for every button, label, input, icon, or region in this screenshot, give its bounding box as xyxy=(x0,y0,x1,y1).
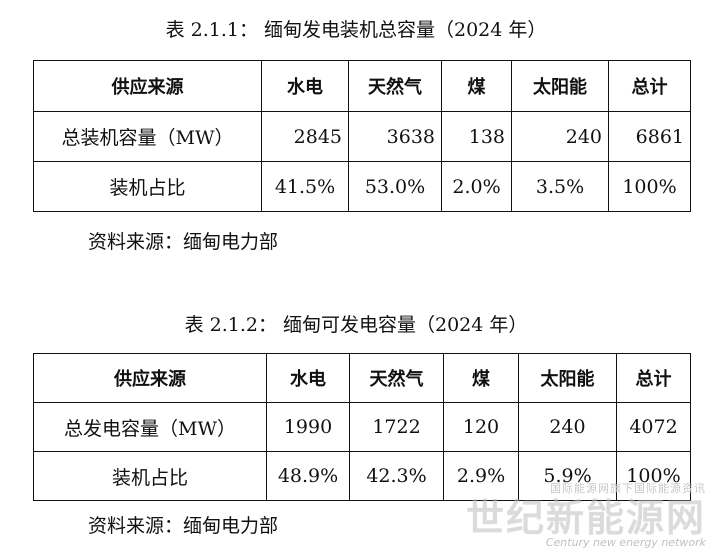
header-cell: 总计 xyxy=(608,60,691,112)
table-header-row: 供应来源 水电 天然气 煤 太阳能 总计 xyxy=(33,60,691,112)
table-cell: 2.9% xyxy=(443,451,519,501)
watermark-subtitle: Century new energy network xyxy=(545,536,706,549)
table-cell: 120 xyxy=(443,402,519,452)
table-header-row: 供应来源 水电 天然气 煤 太阳能 总计 xyxy=(33,353,691,403)
table-cell: 1990 xyxy=(266,402,350,452)
table-cell: 2845 xyxy=(261,111,349,162)
table2-caption: 表 2.1.2： 缅甸可发电容量（2024 年） xyxy=(184,314,528,336)
table1-source: 资料来源：缅甸电力部 xyxy=(88,231,279,253)
header-cell: 供应来源 xyxy=(33,353,267,403)
available-capacity-table: 供应来源 水电 天然气 煤 太阳能 总计 总发电容量（MW） 1990 1722… xyxy=(33,353,691,501)
table-cell: 3.5% xyxy=(511,161,609,212)
table-row: 总装机容量（MW） 2845 3638 138 240 6861 xyxy=(33,111,691,162)
header-cell: 太阳能 xyxy=(518,353,617,403)
table-cell: 100% xyxy=(608,161,691,212)
table-cell: 6861 xyxy=(608,111,691,162)
table-cell: 42.3% xyxy=(349,451,444,501)
site-watermark: 国际能源网旗下国际能源资讯 世纪新能源网 Century new energy … xyxy=(466,482,707,549)
table-row: 装机占比 41.5% 53.0% 2.0% 3.5% 100% xyxy=(33,161,691,212)
table-cell: 1722 xyxy=(349,402,444,452)
header-cell: 煤 xyxy=(441,60,512,112)
table-cell: 4072 xyxy=(616,402,691,452)
table-cell: 5.9% xyxy=(518,451,617,501)
table2-source: 资料来源：缅甸电力部 xyxy=(88,515,279,537)
table-cell: 48.9% xyxy=(266,451,350,501)
header-cell: 太阳能 xyxy=(511,60,609,112)
table-cell: 3638 xyxy=(348,111,442,162)
row-label: 装机占比 xyxy=(33,451,267,501)
table-cell: 100% xyxy=(616,451,691,501)
header-cell: 供应来源 xyxy=(33,60,262,112)
row-label: 装机占比 xyxy=(33,161,262,212)
header-cell: 天然气 xyxy=(348,60,442,112)
row-label: 总装机容量（MW） xyxy=(33,111,262,162)
table-cell: 2.0% xyxy=(441,161,512,212)
row-label: 总发电容量（MW） xyxy=(33,402,267,452)
table-cell: 138 xyxy=(441,111,512,162)
table-row: 装机占比 48.9% 42.3% 2.9% 5.9% 100% xyxy=(33,451,691,501)
installed-capacity-table: 供应来源 水电 天然气 煤 太阳能 总计 总装机容量（MW） 2845 3638… xyxy=(33,60,691,212)
header-cell: 水电 xyxy=(266,353,350,403)
table-row: 总发电容量（MW） 1990 1722 120 240 4072 xyxy=(33,402,691,452)
table-cell: 240 xyxy=(518,402,617,452)
table-cell: 53.0% xyxy=(348,161,442,212)
table-cell: 41.5% xyxy=(261,161,349,212)
watermark-logo-text: 世纪新能源网 xyxy=(466,496,707,540)
header-cell: 煤 xyxy=(443,353,519,403)
header-cell: 天然气 xyxy=(349,353,444,403)
table1-caption: 表 2.1.1： 缅甸发电装机总容量（2024 年） xyxy=(165,19,547,41)
header-cell: 水电 xyxy=(261,60,349,112)
table-cell: 240 xyxy=(511,111,609,162)
header-cell: 总计 xyxy=(616,353,691,403)
